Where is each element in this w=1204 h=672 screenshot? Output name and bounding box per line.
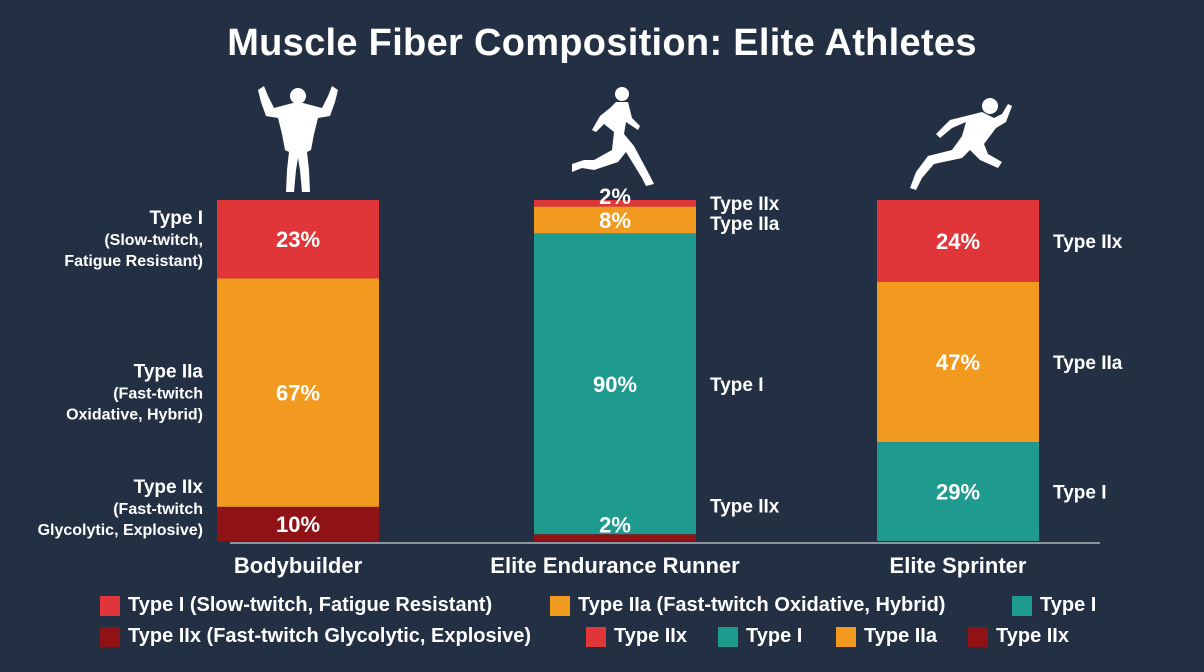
legend-swatch [550, 595, 570, 616]
segment-side-label: Type IIx [134, 477, 204, 498]
legend-label: Type I (Slow-twitch, Fatigue Resistant) [128, 594, 493, 616]
data-label: 67% [276, 381, 320, 406]
legend-label: Type I [1040, 594, 1097, 616]
legend-item: Type I [718, 625, 802, 648]
category-label: Elite Endurance Runner [490, 553, 740, 578]
data-label: 8% [599, 208, 631, 233]
bar-segment [877, 200, 1039, 282]
legend-swatch [100, 626, 120, 647]
segment-side-label: Type IIa [134, 362, 204, 383]
data-label: 23% [276, 227, 320, 252]
legend-swatch [836, 626, 856, 647]
category-label: Elite Sprinter [890, 553, 1027, 578]
segment-side-label: Type IIx [710, 194, 780, 215]
bodybuilder-icon [258, 86, 338, 192]
legend-label: Type IIa (Fast-twitch Oxidative, Hybrid) [578, 594, 946, 616]
legend-item: Type IIa [836, 625, 937, 648]
legend-swatch [100, 595, 120, 616]
runner-icon [572, 87, 654, 186]
sprinter-icon [910, 98, 1012, 190]
stack-bodybuilder: 23% 67% 10% Type I (Slow-twitch, Fatigue Resi… [38, 200, 379, 578]
segment-side-sublabel: (Fast-twitch [113, 386, 203, 403]
data-label: 10% [276, 512, 320, 537]
segment-side-sublabel: (Fast-twitch [113, 501, 203, 518]
bar-segment [217, 506, 379, 541]
segment-side-label: Type IIx [710, 496, 780, 517]
segment-side-label: Type IIx [1053, 232, 1123, 253]
data-label: 29% [936, 480, 980, 505]
segment-side-label: Type IIa [710, 214, 780, 235]
bar-segment [534, 233, 696, 535]
data-label: 2% [599, 512, 631, 537]
segment-side-label: Type I [1053, 483, 1107, 504]
legend-row: Type IIx (Fast-twitch Glycolytic, Explos… [0, 625, 1204, 651]
category-label: Bodybuilder [234, 553, 363, 578]
legend-item: Type IIx [586, 625, 687, 648]
bar-segment [217, 278, 379, 507]
bars-layer: 23% 67% 10% Type I (Slow-twitch, Fatigue Resi… [38, 184, 1123, 578]
legend-swatch [718, 626, 738, 647]
legend-item: Type IIx [968, 625, 1069, 648]
chart-title: Muscle Fiber Composition: Elite Athletes [227, 22, 977, 64]
bar-segment [217, 200, 379, 279]
segment-side-label: Type IIa [1053, 353, 1123, 374]
segment-side-sublabel: Glycolytic, Explosive) [38, 522, 203, 539]
legend-item: Type IIx (Fast-twitch Glycolytic, Explos… [100, 625, 531, 648]
data-label: 24% [936, 229, 980, 254]
segment-side-sublabel: (Slow-twitch, [104, 232, 203, 249]
legend-label: Type I [746, 625, 803, 647]
legend-item: Type I [1012, 594, 1096, 617]
legend-swatch [968, 626, 988, 647]
legend-label: Type IIx [996, 625, 1069, 647]
stack-elite-sprinter: 24% 47% 29% Type IIx Type IIa Type I Elite Spr… [877, 200, 1123, 578]
data-label: 47% [936, 350, 980, 375]
chart-svg: 23% 67% 10% Type I (Slow-twitch, Fatigue Resi… [38, 86, 1123, 578]
bar-segment [534, 206, 696, 234]
legend-item: Type I (Slow-twitch, Fatigue Resistant) [100, 594, 492, 617]
data-label: 90% [593, 372, 637, 397]
segment-side-sublabel: Fatigue Resistant) [64, 253, 203, 270]
legend-swatch [1012, 595, 1032, 616]
legend-swatch [586, 626, 606, 647]
segment-side-sublabel: Oxidative, Hybrid) [66, 407, 203, 424]
data-label: 2% [599, 184, 631, 209]
legend-label: Type IIx (Fast-twitch Glycolytic, Explos… [128, 625, 532, 647]
bar-segment [534, 534, 696, 541]
legend-row: Type I (Slow-twitch, Fatigue Resistant) T… [0, 594, 1204, 620]
segment-side-label: Type I [150, 208, 204, 229]
legend-item: Type IIa (Fast-twitch Oxidative, Hybrid) [550, 594, 945, 617]
bar-segment [877, 281, 1039, 443]
legend-label: Type IIx [614, 625, 687, 647]
legend-label: Type IIa [864, 625, 937, 647]
segment-side-label: Type I [710, 375, 764, 396]
bar-segment [877, 442, 1039, 541]
bar-segment [534, 200, 696, 207]
